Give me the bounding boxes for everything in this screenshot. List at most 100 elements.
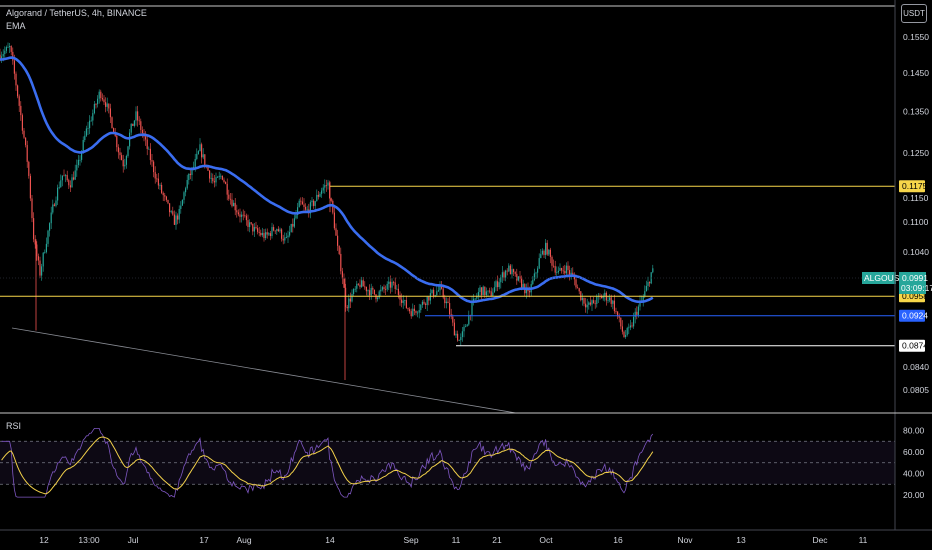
candle-body — [2, 54, 4, 57]
candle-body — [517, 276, 519, 281]
candle-body — [513, 269, 515, 273]
candle-body — [12, 51, 14, 61]
candle-body — [316, 194, 318, 202]
candle-body — [533, 273, 535, 280]
candle-body — [487, 290, 489, 292]
candle-body — [132, 123, 134, 126]
candle-body — [65, 175, 67, 176]
candle-body — [15, 73, 17, 86]
candle-body — [545, 242, 547, 255]
candle-body — [465, 326, 467, 328]
candle-body — [383, 287, 385, 290]
candle-body — [173, 214, 175, 225]
candle-body — [385, 289, 387, 290]
candle-body — [114, 134, 116, 136]
candle-body — [455, 333, 457, 336]
candle-body — [196, 153, 198, 159]
candle-body — [191, 167, 193, 175]
candle-body — [300, 200, 302, 202]
candle-body — [591, 300, 593, 305]
candle-body — [268, 233, 270, 235]
candle-body — [516, 273, 518, 281]
candle-body — [570, 272, 572, 275]
candle-body — [44, 252, 46, 253]
candle-body — [180, 205, 182, 209]
candle-body — [367, 290, 369, 292]
rsi-tick-1: 60.00 — [903, 447, 925, 457]
candle-body — [585, 303, 587, 308]
ema-line — [0, 56, 654, 304]
candle-body — [437, 290, 439, 292]
candle-body — [47, 230, 49, 244]
candle-body — [55, 200, 57, 206]
candle-body — [386, 283, 388, 290]
candle-body — [49, 223, 51, 231]
rsi-pane: 80.00 60.00 40.00 20.00 — [0, 426, 925, 500]
candle-body — [261, 232, 263, 236]
candle-body — [85, 128, 87, 136]
candle-body — [514, 272, 516, 274]
candle-body — [285, 237, 287, 238]
current-countdown: 03:09:17 — [901, 283, 932, 293]
candle-body — [564, 271, 566, 274]
candle-body — [21, 115, 23, 131]
candle-body — [255, 227, 257, 229]
currency-button[interactable]: USDT — [901, 4, 927, 23]
candle-body — [7, 46, 9, 48]
candle-body — [178, 208, 180, 220]
rsi-indicator-label[interactable]: RSI — [6, 421, 22, 431]
candle-body — [561, 268, 563, 271]
symbol-title: Algorand / TetherUS, 4h, BINANCE — [6, 8, 147, 18]
candle-body — [245, 215, 247, 221]
rsi-line — [1, 428, 654, 498]
candle-body — [612, 300, 614, 304]
candle-body — [103, 99, 105, 103]
candle-body — [613, 300, 615, 312]
candle-body — [633, 316, 635, 327]
candle-body — [28, 161, 30, 176]
candle-body — [194, 158, 196, 167]
candle-body — [159, 184, 161, 186]
candle-body — [273, 227, 275, 231]
candle-body — [68, 180, 70, 186]
candle-body — [649, 282, 651, 284]
candle-body — [97, 98, 99, 105]
candle-body — [76, 164, 78, 171]
candle-body — [637, 306, 639, 315]
candle-body — [314, 201, 316, 206]
candle-body — [583, 297, 585, 304]
candle-body — [346, 306, 348, 309]
candle-body — [157, 178, 159, 186]
time-tick-6: Sep — [403, 535, 418, 545]
candle-body — [356, 283, 358, 289]
candle-body — [553, 265, 555, 267]
candle-body — [141, 129, 143, 134]
candle-body — [53, 204, 55, 206]
ema-indicator-label[interactable]: EMA — [6, 21, 26, 31]
candle-body — [5, 47, 7, 51]
candle-body — [409, 309, 411, 312]
candle-body — [279, 229, 281, 232]
candle-body — [130, 123, 132, 133]
level-tag-0 — [899, 180, 925, 193]
candle-body — [431, 289, 433, 294]
candle-body — [45, 243, 47, 253]
candle-body — [31, 198, 33, 219]
candle-body — [412, 308, 414, 317]
current-price-value: 0.0991 — [902, 273, 928, 283]
candle-body — [369, 290, 371, 296]
candle-body — [492, 292, 494, 296]
candle-body — [212, 177, 214, 182]
current-symbol-tag — [862, 271, 896, 284]
time-tick-9: Oct — [539, 535, 553, 545]
candle-body — [79, 159, 81, 161]
candle-body — [226, 183, 228, 195]
candle-body — [417, 312, 419, 314]
trend-line — [11, 327, 517, 414]
candle-body — [357, 283, 359, 285]
candle-body — [652, 268, 654, 273]
candle-body — [468, 315, 470, 325]
time-tick-11: Nov — [677, 535, 693, 545]
candle-body — [249, 222, 251, 228]
